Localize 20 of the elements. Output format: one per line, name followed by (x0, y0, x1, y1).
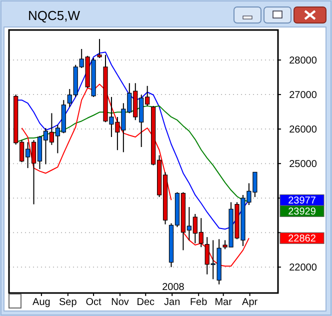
y-tick-label: 27000 (289, 90, 318, 102)
x-tick-label: Apr (242, 297, 258, 308)
candlestick (97, 38, 102, 58)
x-tick-label: Oct (86, 297, 102, 308)
chart-title: NQC5,W (28, 8, 81, 23)
x-tick-label: Aug (32, 297, 50, 308)
y-tick-label: 22000 (289, 262, 318, 274)
y-tick-label: 26000 (289, 124, 318, 136)
text: 23929 (288, 206, 316, 218)
x-tick-label: Dec (136, 297, 155, 308)
x-tick-label: Sep (59, 297, 78, 308)
y-tick-label: 25000 (289, 159, 318, 170)
text: 22862 (288, 234, 316, 245)
x-tick-label: Nov (111, 297, 129, 308)
x-tick-label: Mar (214, 297, 233, 308)
y-tick-label: 28000 (289, 56, 318, 67)
x-tick-label: Jan (164, 297, 180, 308)
x-tick-label: Feb (190, 297, 208, 308)
annotation: 2008 (162, 282, 185, 293)
text: 23977 (288, 196, 316, 207)
